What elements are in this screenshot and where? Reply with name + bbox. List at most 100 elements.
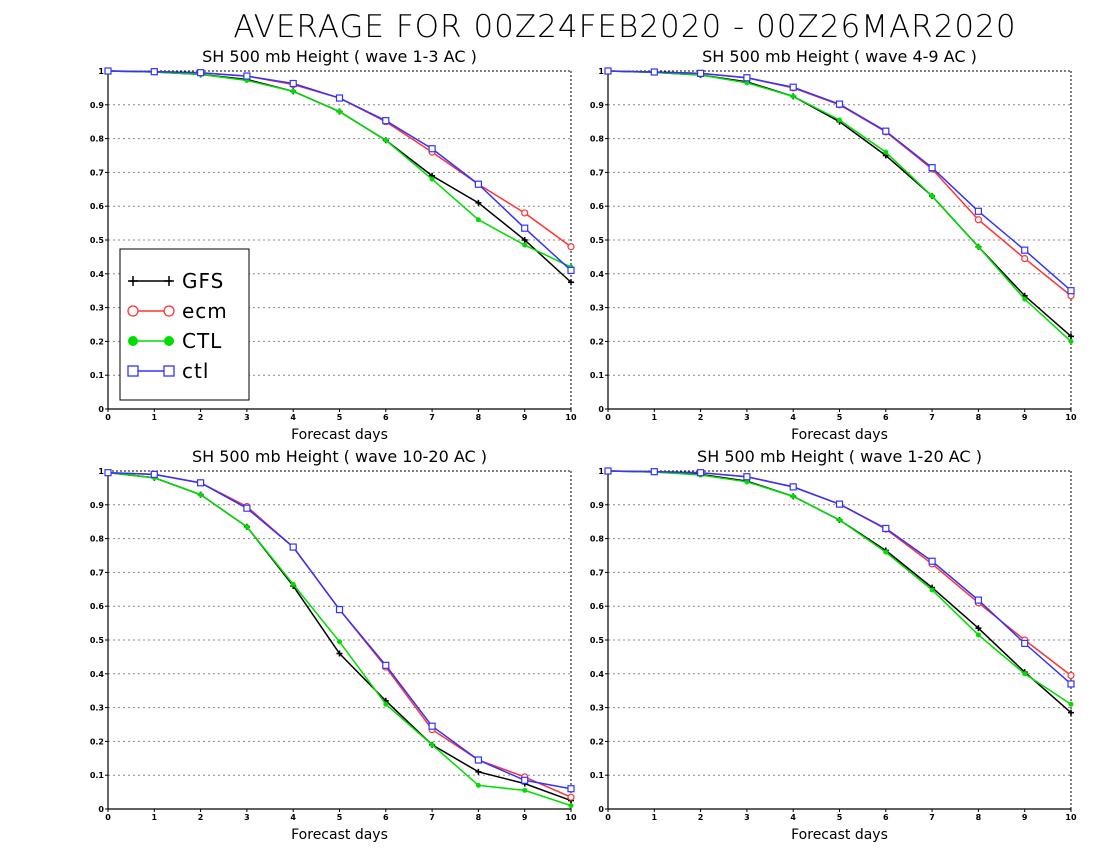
ctl-lower-marker <box>882 524 890 533</box>
y-tick-label: 0.3 <box>90 704 104 713</box>
ctl-upper-marker <box>198 492 204 498</box>
ctl-lower-marker <box>521 776 529 784</box>
dot-icon <box>164 336 174 346</box>
ctl-upper-marker <box>1022 296 1028 302</box>
series-line <box>607 70 1072 337</box>
ctl-upper-marker <box>337 639 342 645</box>
y-tick-label: 0.7 <box>90 168 104 177</box>
ctl-upper-marker <box>744 479 750 485</box>
ctl-upper-marker <box>790 493 796 499</box>
x-tick-label: 1 <box>652 413 658 422</box>
ctl-upper-marker <box>522 242 528 248</box>
legend-item-gfs: GFS <box>128 269 223 293</box>
ctl-lower-marker <box>789 483 797 491</box>
y-tick-label: 0.2 <box>590 737 604 746</box>
x-tick-label: 4 <box>290 413 296 422</box>
chart-panel-2: SH 500 mb Height ( wave 4-9 AC ) 0 0.1 0.2 0… <box>590 47 1077 443</box>
x-tick-label: 7 <box>929 413 935 422</box>
ctl-lower-marker <box>104 469 112 477</box>
x-tick-label: 5 <box>837 413 843 422</box>
ecm-marker <box>1021 254 1029 263</box>
ctl-lower-marker <box>150 68 158 76</box>
y-tick-label: 0.8 <box>590 135 605 144</box>
ctl-lower-marker <box>974 207 983 215</box>
ctl-lower-marker <box>1067 287 1075 295</box>
x-tick-label: 0 <box>605 413 611 422</box>
y-tick-label: 0.4 <box>90 670 105 679</box>
ctl-upper-marker <box>929 193 935 199</box>
y-tick-label: 0 <box>98 805 104 814</box>
ecm-marker <box>974 216 983 224</box>
ctl-lower-marker <box>1067 680 1075 688</box>
y-tick-label: 0.1 <box>90 771 105 780</box>
y-tick-label: 0.5 <box>590 636 605 645</box>
y-tick-label: 1 <box>598 467 604 476</box>
y-tick-label: 0.7 <box>590 568 604 577</box>
x-tick-label: 3 <box>244 813 250 822</box>
y-tick-label: 0.7 <box>90 568 104 577</box>
x-axis-label: Forecast days <box>291 427 388 443</box>
x-tick-label: 8 <box>976 813 982 822</box>
figure-title: AVERAGE FOR 00Z24FEB2020 - 00Z26MAR2020 <box>233 9 1016 45</box>
y-tick-label: 0.6 <box>90 602 105 611</box>
ecm-marker <box>567 793 575 801</box>
series-ctl-lower <box>104 469 575 793</box>
ctl-lower-marker <box>474 180 482 188</box>
x-tick-label: 3 <box>744 413 750 422</box>
x-tick-label: 2 <box>198 413 204 422</box>
x-tick-label: 1 <box>652 813 658 822</box>
legend-item-ctl-upper: CTL <box>128 329 221 353</box>
y-tick-label: 0.4 <box>590 670 605 679</box>
legend-label: ecm <box>182 299 228 323</box>
ctl-upper-marker <box>383 137 389 143</box>
y-tick-label: 0.1 <box>590 371 605 380</box>
series-line <box>107 471 572 798</box>
y-tick-label: 0.5 <box>90 636 105 645</box>
x-tick-label: 9 <box>1022 813 1028 822</box>
ctl-lower-marker <box>650 468 658 476</box>
x-tick-label: 10 <box>1065 813 1077 822</box>
ctl-lower-marker <box>1021 639 1029 647</box>
ctl-upper-marker <box>975 244 981 250</box>
ctl-upper-marker <box>290 581 296 587</box>
ctl-upper-marker <box>522 787 528 793</box>
ctl-lower-marker <box>289 543 297 551</box>
ctl-upper-marker <box>1022 671 1028 677</box>
legend-box <box>119 248 250 401</box>
y-tick-label: 0.9 <box>90 501 105 510</box>
x-tick-label: 9 <box>522 413 528 422</box>
x-tick-label: 9 <box>1022 413 1028 422</box>
y-tick-label: 0.2 <box>90 337 104 346</box>
y-tick-label: 0.8 <box>590 535 605 544</box>
panel-title: SH 500 mb Height ( wave 1-3 AC ) <box>202 47 477 66</box>
circle-icon <box>163 305 175 317</box>
x-tick-label: 1 <box>152 413 158 422</box>
ctl-lower-marker <box>696 69 705 77</box>
x-tick-label: 6 <box>883 813 889 822</box>
ctl-lower-marker <box>604 467 612 475</box>
y-tick-label: 0.6 <box>590 602 605 611</box>
panel-title: SH 500 mb Height ( wave 4-9 AC ) <box>702 47 977 66</box>
series-gfs <box>605 68 1074 340</box>
ctl-lower-marker <box>521 224 529 232</box>
ecm-marker <box>521 209 529 217</box>
ecm-marker <box>567 243 575 251</box>
ctl-lower-marker <box>928 164 936 172</box>
chart-panel-1: SH 500 mb Height ( wave 1-3 AC ) 0 0.1 0.2 0… <box>90 47 577 443</box>
ctl-upper-marker <box>429 176 435 182</box>
panel-title: SH 500 mb Height ( wave 1-20 AC ) <box>697 447 982 466</box>
y-tick-label: 0.2 <box>90 737 104 746</box>
x-tick-label: 8 <box>976 413 982 422</box>
y-tick-label: 0.1 <box>90 371 105 380</box>
ctl-lower-marker <box>428 145 436 153</box>
ctl-lower-marker <box>743 473 751 481</box>
x-tick-label: 8 <box>476 813 482 822</box>
y-tick-label: 0.9 <box>590 101 605 110</box>
ctl-upper-marker <box>290 88 296 94</box>
ctl-upper-marker <box>568 803 574 809</box>
x-tick-label: 8 <box>476 413 482 422</box>
ctl-lower-marker <box>974 596 983 604</box>
circle-icon <box>127 305 139 317</box>
chart-panel-4: SH 500 mb Height ( wave 1-20 AC ) 0 0.1 0.2… <box>590 447 1077 843</box>
y-tick-label: 0.9 <box>90 101 105 110</box>
